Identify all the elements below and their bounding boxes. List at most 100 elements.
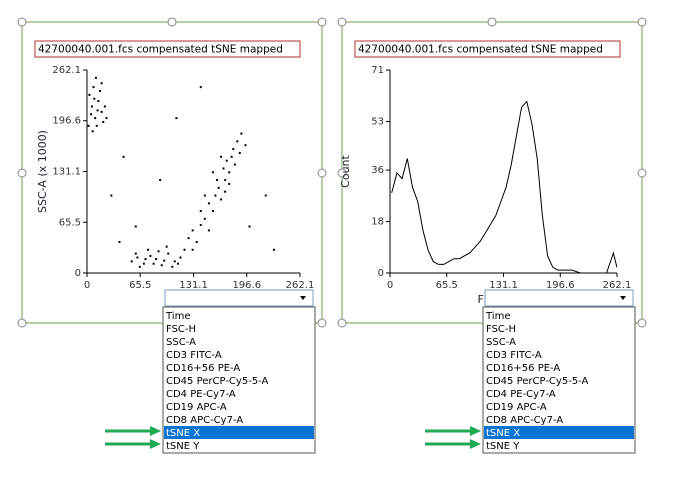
resize-handle[interactable] bbox=[337, 17, 347, 27]
x-tick-label: 0 bbox=[84, 280, 90, 291]
event-dot bbox=[90, 113, 93, 116]
resize-handle[interactable] bbox=[167, 17, 177, 27]
dropdown-item[interactable]: tSNE X bbox=[486, 428, 520, 439]
y-tick-label: 262.1 bbox=[52, 65, 81, 76]
event-dot bbox=[222, 167, 225, 170]
resize-handle[interactable] bbox=[637, 318, 647, 328]
y-tick-label: 196.6 bbox=[52, 116, 81, 127]
event-dot bbox=[171, 265, 174, 268]
y-tick-label: 71 bbox=[371, 65, 384, 76]
event-dot bbox=[105, 117, 108, 120]
dropdown-item[interactable]: CD4 PE-Cy7-A bbox=[486, 389, 556, 400]
event-dot bbox=[130, 260, 133, 263]
event-dot bbox=[91, 130, 94, 133]
y-tick-label: 65.5 bbox=[59, 217, 81, 228]
y-axis-label: Count bbox=[339, 154, 352, 187]
dropdown-item[interactable]: SSC-A bbox=[486, 337, 516, 348]
event-dot bbox=[199, 86, 202, 89]
event-dot bbox=[103, 105, 106, 108]
dropdown-item[interactable]: CD16+56 PE-A bbox=[166, 363, 240, 374]
event-dot bbox=[96, 109, 99, 112]
dropdown-item[interactable]: CD19 APC-A bbox=[486, 402, 547, 413]
y-axis-label: SSC-A (x 1000) bbox=[36, 130, 49, 213]
event-dot bbox=[149, 254, 152, 257]
dropdown-item[interactable]: tSNE Y bbox=[486, 441, 520, 452]
dropdown-item[interactable]: tSNE Y bbox=[166, 441, 200, 452]
y-tick-label: 18 bbox=[371, 217, 384, 228]
event-dot bbox=[102, 120, 105, 123]
dropdown-item[interactable]: tSNE X bbox=[166, 428, 200, 439]
event-dot bbox=[134, 225, 137, 228]
resize-handle[interactable] bbox=[487, 17, 497, 27]
dropdown-arrow[interactable] bbox=[300, 296, 306, 300]
event-dot bbox=[191, 248, 194, 251]
event-dot bbox=[177, 262, 180, 265]
event-dot bbox=[118, 241, 121, 244]
event-dot bbox=[248, 225, 251, 228]
dropdown-field[interactable] bbox=[484, 289, 634, 307]
resize-handle[interactable] bbox=[637, 17, 647, 27]
event-dot bbox=[142, 262, 145, 265]
dropdown-item[interactable]: CD4 PE-Cy7-A bbox=[166, 389, 236, 400]
event-dot bbox=[179, 256, 182, 259]
event-dot bbox=[165, 245, 168, 248]
event-dot bbox=[199, 210, 202, 213]
dropdown-item[interactable]: CD19 APC-A bbox=[166, 402, 227, 413]
event-dot bbox=[236, 140, 239, 143]
dropdown-arrow[interactable] bbox=[620, 296, 626, 300]
event-dot bbox=[224, 190, 227, 193]
plot-panel: 42700040.001.fcs compensated tSNE mapped… bbox=[17, 17, 327, 328]
event-dot bbox=[220, 198, 223, 201]
event-dot bbox=[264, 194, 267, 197]
x-tick-label: 131.1 bbox=[179, 280, 208, 291]
dropdown-item[interactable]: CD3 FITC-A bbox=[486, 350, 542, 361]
pointer-arrow-head bbox=[470, 439, 481, 449]
resize-handle[interactable] bbox=[337, 168, 347, 178]
dropdown-item[interactable]: CD8 APC-Cy7-A bbox=[486, 415, 563, 426]
event-dot bbox=[225, 159, 228, 162]
dropdown-item[interactable]: CD8 APC-Cy7-A bbox=[166, 415, 243, 426]
selected-item-highlight bbox=[164, 426, 314, 439]
resize-handle[interactable] bbox=[317, 168, 327, 178]
event-dot bbox=[159, 179, 162, 182]
event-dot bbox=[160, 264, 163, 267]
plot-title: 42700040.001.fcs compensated tSNE mapped bbox=[358, 44, 603, 56]
resize-handle[interactable] bbox=[337, 318, 347, 328]
dropdown-field[interactable] bbox=[164, 289, 314, 307]
event-dot bbox=[228, 182, 231, 185]
resize-handle[interactable] bbox=[17, 318, 27, 328]
dropdown-item[interactable]: CD45 PerCP-Cy5-5-A bbox=[166, 376, 269, 387]
event-dot bbox=[199, 223, 202, 226]
resize-handle[interactable] bbox=[637, 168, 647, 178]
event-dot bbox=[207, 229, 210, 232]
event-dot bbox=[203, 194, 206, 197]
event-dot bbox=[93, 97, 96, 100]
plot-area bbox=[87, 70, 300, 273]
axis-dropdown: Time FSC-H SSC-A CD3 FITC-A CD16+56 PE-A CD45… bbox=[105, 289, 316, 454]
dropdown-item[interactable]: FSC-H bbox=[486, 324, 516, 335]
pointer-arrow-head bbox=[150, 439, 161, 449]
resize-handle[interactable] bbox=[317, 17, 327, 27]
dropdown-item[interactable]: CD16+56 PE-A bbox=[486, 363, 560, 374]
dropdown-item[interactable]: Time bbox=[165, 311, 190, 322]
x-tick-label: 262.1 bbox=[286, 280, 315, 291]
event-dot bbox=[94, 76, 97, 79]
dropdown-item[interactable]: CD45 PerCP-Cy5-5-A bbox=[486, 376, 589, 387]
event-dot bbox=[191, 229, 194, 232]
event-dot bbox=[95, 124, 98, 127]
dropdown-item[interactable]: SSC-A bbox=[166, 337, 196, 348]
event-dot bbox=[195, 241, 198, 244]
event-dot bbox=[224, 179, 227, 182]
dropdown-item[interactable]: Time bbox=[485, 311, 510, 322]
event-dot bbox=[88, 93, 91, 96]
dropdown-item[interactable]: CD3 FITC-A bbox=[166, 350, 222, 361]
dropdown-item[interactable]: FSC-H bbox=[166, 324, 196, 335]
event-dot bbox=[122, 155, 125, 158]
resize-handle[interactable] bbox=[17, 168, 27, 178]
event-dot bbox=[232, 148, 235, 151]
resize-handle[interactable] bbox=[17, 17, 27, 27]
resize-handle[interactable] bbox=[317, 318, 327, 328]
event-dot bbox=[134, 252, 137, 255]
x-tick-label: 65.5 bbox=[129, 280, 151, 291]
event-dot bbox=[207, 202, 210, 205]
